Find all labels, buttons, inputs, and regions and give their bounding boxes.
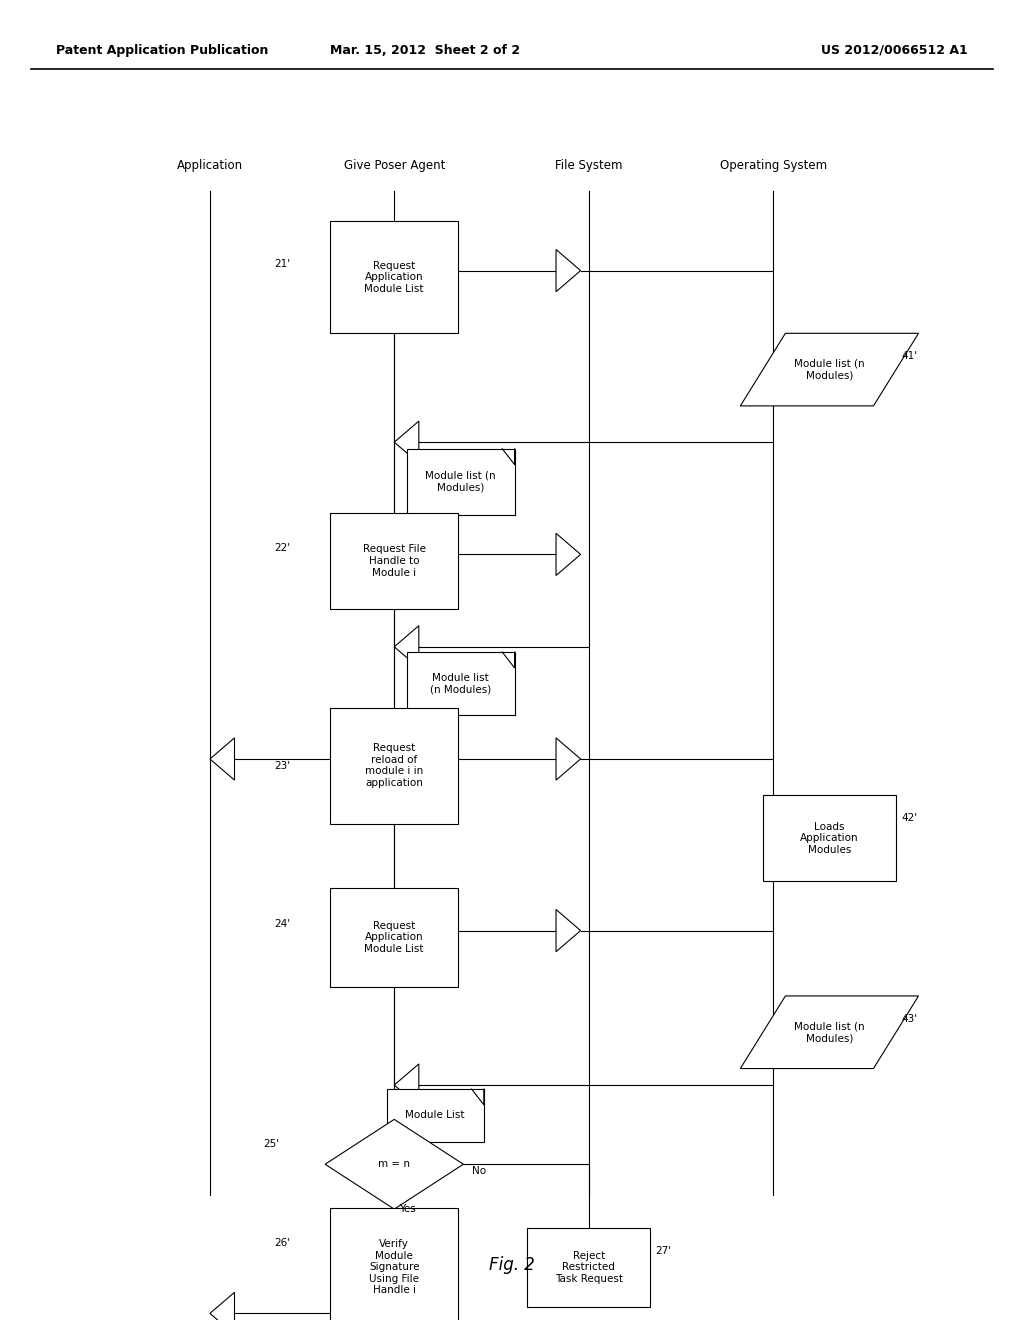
Text: Patent Application Publication: Patent Application Publication [56,44,268,57]
Text: Give Poser Agent: Give Poser Agent [344,158,444,172]
Polygon shape [394,626,419,668]
Polygon shape [210,738,234,780]
Text: Module list
(n Modules): Module list (n Modules) [430,673,492,694]
Polygon shape [556,249,581,292]
Text: No: No [471,1166,485,1176]
Text: m = n: m = n [378,1159,411,1170]
Text: 21': 21' [274,259,290,269]
Text: Yes: Yes [399,1204,416,1214]
Text: 26': 26' [274,1238,290,1249]
FancyBboxPatch shape [330,220,459,333]
Text: Loads
Application
Modules: Loads Application Modules [800,821,859,855]
Text: US 2012/0066512 A1: US 2012/0066512 A1 [821,44,968,57]
Polygon shape [740,995,919,1069]
FancyBboxPatch shape [763,795,896,882]
Polygon shape [394,1064,419,1106]
Text: Fig. 2: Fig. 2 [489,1255,535,1274]
FancyBboxPatch shape [408,652,515,715]
Polygon shape [556,738,581,780]
Text: Module list (n
Modules): Module list (n Modules) [426,471,496,492]
Text: 41': 41' [901,351,918,362]
Text: 23': 23' [274,760,290,771]
FancyBboxPatch shape [387,1089,484,1142]
Text: 22': 22' [274,543,290,553]
Text: 25': 25' [264,1139,280,1150]
FancyBboxPatch shape [527,1228,650,1307]
FancyBboxPatch shape [408,449,515,515]
Text: Request
reload of
module i in
application: Request reload of module i in applicatio… [366,743,423,788]
Text: Operating System: Operating System [720,158,826,172]
Polygon shape [210,1292,234,1320]
Polygon shape [394,421,419,463]
FancyBboxPatch shape [330,1208,459,1320]
Text: Application: Application [177,158,243,172]
Text: Mar. 15, 2012  Sheet 2 of 2: Mar. 15, 2012 Sheet 2 of 2 [330,44,520,57]
Text: Verify
Module
Signature
Using File
Handle i: Verify Module Signature Using File Handl… [369,1239,420,1295]
Text: Module list (n
Modules): Module list (n Modules) [795,359,864,380]
Text: 43': 43' [901,1014,918,1024]
Text: File System: File System [555,158,623,172]
Polygon shape [556,909,581,952]
Text: 24': 24' [274,919,290,929]
Text: 27': 27' [655,1246,672,1257]
Text: 42': 42' [901,813,918,824]
FancyBboxPatch shape [330,708,459,824]
Text: Module List: Module List [406,1110,465,1121]
Polygon shape [556,533,581,576]
Text: Request
Application
Module List: Request Application Module List [365,260,424,294]
FancyBboxPatch shape [330,887,459,987]
Polygon shape [326,1119,463,1209]
Text: Request File
Handle to
Module i: Request File Handle to Module i [362,544,426,578]
Text: Request
Application
Module List: Request Application Module List [365,920,424,954]
Polygon shape [740,334,919,407]
FancyBboxPatch shape [330,513,459,609]
Text: Module list (n
Modules): Module list (n Modules) [795,1022,864,1043]
Text: Reject
Restricted
Task Request: Reject Restricted Task Request [555,1250,623,1284]
